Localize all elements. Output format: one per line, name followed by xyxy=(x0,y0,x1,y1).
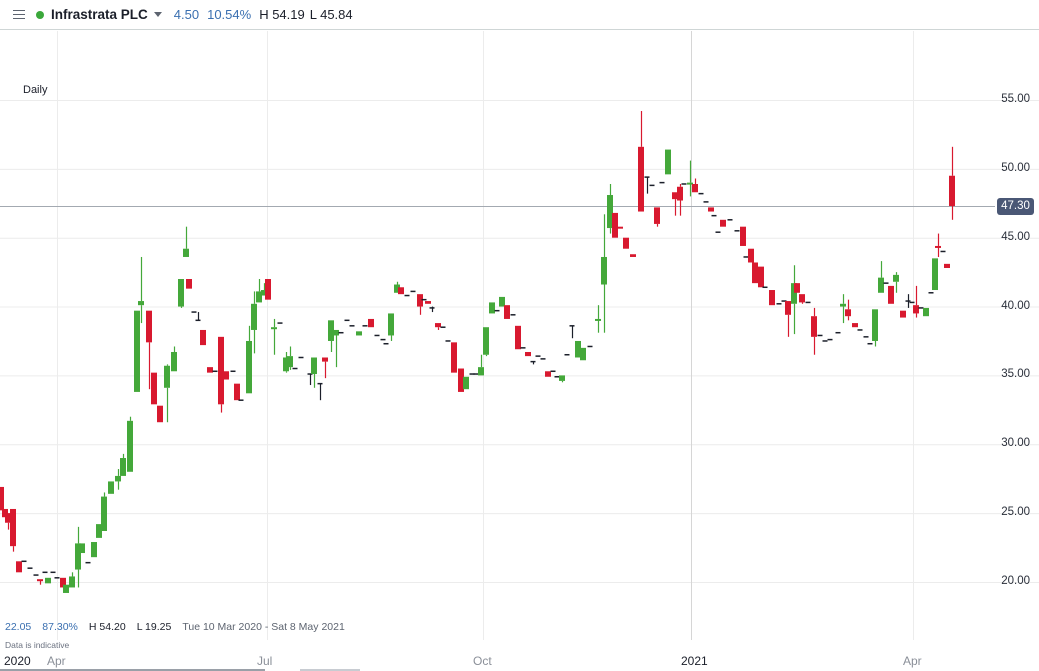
x-tick-label: Apr xyxy=(47,654,66,668)
x-tick-label: 2020 xyxy=(4,654,31,668)
period-change-pct: 87.30% xyxy=(42,621,78,633)
y-tick-label: 30.00 xyxy=(1001,437,1030,450)
x-tick-label: 2021 xyxy=(681,654,708,668)
price-chart[interactable]: Daily 55.00 50.00 45.00 40.00 35.00 30.00 25.0… xyxy=(0,31,1039,640)
day-change: 4.50 xyxy=(173,7,200,22)
instrument-header: Infrastrata PLC 4.50 10.54% H 54.19 L 45… xyxy=(0,0,1039,30)
day-high: H 54.19 xyxy=(259,7,305,22)
x-tick-label: Jul xyxy=(257,654,273,668)
timeline-scrollbar-segment[interactable] xyxy=(300,669,360,671)
period-change: 22.05 xyxy=(5,621,32,633)
y-tick-label: 55.00 xyxy=(1001,93,1030,105)
period-low: L 19.25 xyxy=(136,621,172,633)
y-tick-label: 45.00 xyxy=(1001,230,1030,243)
current-price-tag: 47.30 xyxy=(997,198,1034,216)
hamburger-menu-icon[interactable] xyxy=(13,9,25,20)
candlestick-plot[interactable] xyxy=(0,31,1039,640)
day-low: L 45.84 xyxy=(309,7,353,22)
period-high: H 54.20 xyxy=(88,621,126,633)
instrument-dropdown-chevron-icon[interactable] xyxy=(153,12,162,17)
instrument-name[interactable]: Infrastrata PLC xyxy=(51,7,148,22)
x-tick-label: Oct xyxy=(473,654,492,668)
period-date-range: Tue 10 Mar 2020 - Sat 8 May 2021 xyxy=(182,621,345,633)
x-tick-label: Apr xyxy=(903,654,922,668)
y-tick-label: 40.00 xyxy=(1001,299,1030,312)
period-summary: 22.05 87.30% H 54.20 L 19.25 Tue 10 Mar … xyxy=(5,621,345,633)
y-tick-label: 35.00 xyxy=(1001,368,1030,381)
y-tick-label: 20.00 xyxy=(1001,574,1030,587)
chart-interval-label: Daily xyxy=(23,84,48,96)
data-disclaimer: Data is indicative xyxy=(5,640,70,650)
day-change-pct: 10.54% xyxy=(207,7,252,22)
y-tick-label: 50.00 xyxy=(1001,161,1030,174)
timeline-scrollbar[interactable] xyxy=(0,669,265,671)
market-status-icon xyxy=(36,10,44,19)
y-tick-label: 25.00 xyxy=(1001,506,1030,519)
